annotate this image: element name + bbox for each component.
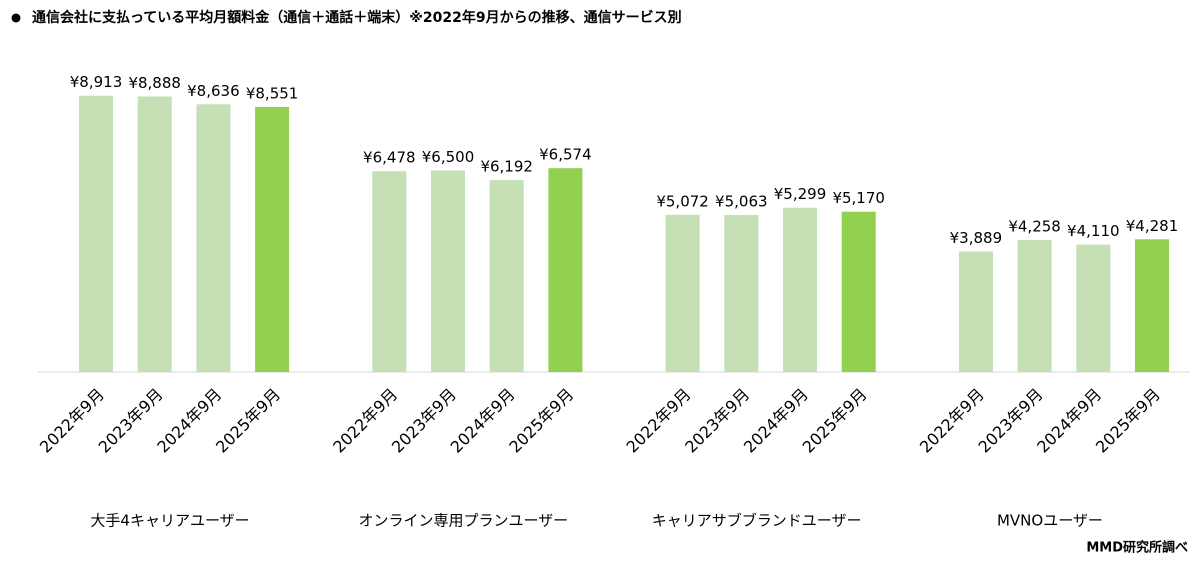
bar xyxy=(255,106,290,372)
bar xyxy=(724,215,759,372)
x-tick-label: 2025年9月 xyxy=(1092,385,1164,457)
group-label: MVNOユーザー xyxy=(997,512,1103,530)
bar xyxy=(958,251,993,372)
bar xyxy=(431,170,465,372)
value-label: ¥3,889 xyxy=(950,229,1003,247)
x-tick-label: 2025年9月 xyxy=(505,385,577,457)
value-label: ¥5,072 xyxy=(656,192,709,210)
value-label: ¥4,110 xyxy=(1067,222,1120,240)
value-label: ¥5,170 xyxy=(832,189,885,207)
group-label: 大手4キャリアユーザー xyxy=(90,512,249,530)
chart-title: 通信会社に支払っている平均月額料金（通信＋通話＋端末）※2022年9月からの推移… xyxy=(32,9,682,26)
value-label: ¥5,299 xyxy=(774,185,827,203)
value-label: ¥8,636 xyxy=(187,82,240,100)
value-label: ¥5,063 xyxy=(715,193,768,211)
bar xyxy=(1017,240,1052,372)
value-label: ¥6,500 xyxy=(422,148,475,166)
group-label: キャリアサブブランドユーザー xyxy=(652,512,862,530)
title-bullet xyxy=(11,13,21,23)
bar xyxy=(1135,239,1169,372)
bar xyxy=(665,214,700,372)
value-label: ¥6,478 xyxy=(363,149,416,167)
bar xyxy=(79,95,113,373)
value-label: ¥8,551 xyxy=(246,84,299,102)
group-label: オンライン専用プランユーザー xyxy=(358,512,568,530)
bar xyxy=(1076,244,1111,372)
value-label: ¥8,888 xyxy=(128,74,181,92)
value-label: ¥6,192 xyxy=(480,158,533,176)
x-tick-label: 2025年9月 xyxy=(212,385,284,457)
bar xyxy=(548,168,583,372)
source-note: MMD研究所調べ xyxy=(1086,540,1188,556)
value-label: ¥6,574 xyxy=(539,146,592,164)
bar xyxy=(841,211,876,372)
bar xyxy=(489,180,524,372)
bar xyxy=(372,171,407,372)
bar xyxy=(196,104,231,372)
value-label: ¥4,281 xyxy=(1126,217,1179,235)
value-label: ¥8,913 xyxy=(70,73,123,91)
bar xyxy=(137,96,172,373)
x-tick-label: 2025年9月 xyxy=(799,385,871,457)
bar xyxy=(783,207,817,372)
value-label: ¥4,258 xyxy=(1008,218,1061,236)
